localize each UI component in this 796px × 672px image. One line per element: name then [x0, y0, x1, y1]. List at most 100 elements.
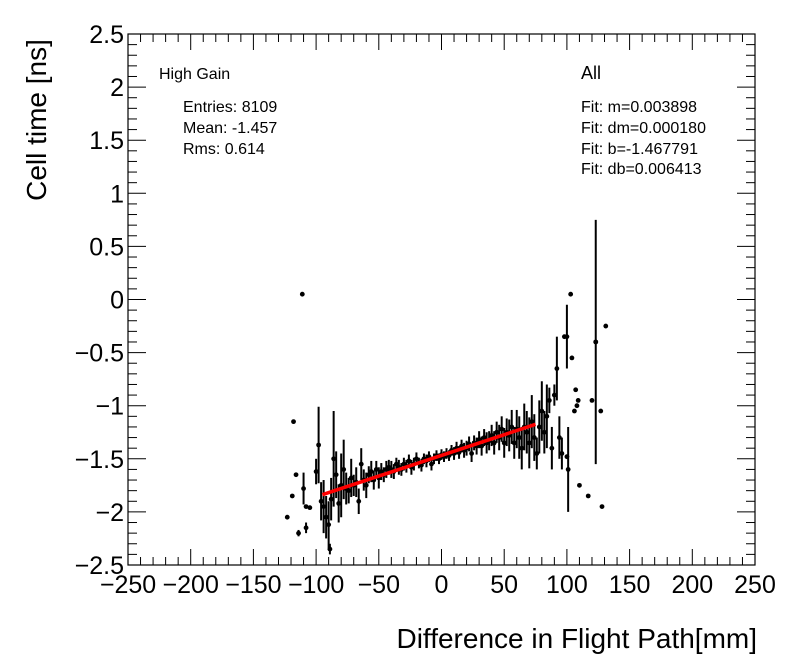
data-point	[549, 445, 555, 451]
fit-line	[321, 422, 537, 497]
x-tick-label: −250	[100, 571, 156, 599]
fit-b-label: Fit: b=-1.467791	[581, 141, 698, 158]
data-point	[564, 334, 570, 340]
data-point	[318, 498, 324, 504]
x-axis-title: Difference in Flight Path[mm]	[396, 623, 757, 654]
stats-rms: Rms: 0.614	[183, 141, 265, 158]
x-tick-label: 0	[435, 571, 449, 599]
x-tick-label: −100	[288, 571, 344, 599]
data-point	[577, 482, 582, 488]
data-point	[534, 451, 540, 456]
plot-frame	[127, 33, 756, 566]
data-point	[336, 501, 342, 506]
y-tick-label: −2	[95, 499, 124, 527]
y-tick-label: −0.5	[75, 340, 124, 368]
data-point	[574, 403, 580, 409]
data-point	[556, 435, 562, 440]
data-point	[494, 429, 500, 435]
y-axis-title: Cell time [ns]	[21, 39, 52, 201]
data-point	[373, 467, 379, 472]
data-point	[316, 442, 322, 448]
data-point	[575, 397, 581, 403]
data-point	[358, 461, 364, 467]
y-tick-label: 1.5	[89, 127, 124, 155]
data-point	[531, 435, 537, 440]
data-point	[331, 456, 337, 462]
data-point	[541, 429, 547, 435]
data-point	[341, 467, 347, 472]
data-point	[479, 443, 485, 449]
data-point	[289, 493, 295, 499]
data-point	[303, 504, 309, 509]
fit-db-label: Fit: db=0.006413	[581, 161, 702, 178]
data-point	[559, 451, 565, 456]
fit-layer	[321, 422, 537, 497]
data-point	[572, 408, 577, 414]
data-point	[569, 355, 575, 361]
ticks-layer	[127, 33, 756, 566]
data-point	[599, 504, 605, 509]
data-point	[303, 525, 309, 531]
data-point	[565, 467, 571, 472]
data-point	[363, 482, 369, 488]
data-point	[333, 472, 339, 478]
y-tick-label: −1.5	[75, 446, 124, 474]
data-point	[511, 440, 517, 446]
data-point	[501, 440, 507, 446]
data-point	[346, 488, 352, 494]
data-point	[529, 419, 535, 425]
data-point	[551, 392, 557, 398]
x-tick-label: 100	[546, 571, 588, 599]
data-point	[544, 413, 550, 419]
data-point	[429, 461, 434, 467]
data-point	[524, 429, 530, 435]
tick-labels-layer: −250 −200 −150 −100 −50 0 50 100 150 200 250 −2.5 −2…	[75, 21, 776, 599]
data-point	[284, 514, 290, 520]
data-point	[469, 451, 474, 456]
data-point	[593, 339, 599, 345]
stats-entries: Entries: 8109	[183, 99, 277, 116]
data-point	[519, 445, 525, 451]
data-point	[568, 291, 574, 297]
data-point	[491, 440, 497, 446]
data-point	[536, 424, 542, 430]
data-point	[368, 469, 374, 474]
data-point	[573, 387, 579, 393]
y-tick-label: −1	[95, 393, 124, 421]
data-point	[348, 475, 354, 481]
y-tick-label: 0	[110, 287, 124, 315]
data-point	[406, 458, 412, 464]
y-tick-label: 0.5	[89, 233, 124, 261]
y-tick-label: 2.5	[89, 21, 124, 49]
x-tick-label: −200	[163, 571, 219, 599]
data-point	[356, 498, 362, 504]
x-tick-label: −50	[358, 571, 400, 599]
data-point	[313, 469, 319, 474]
fit-dm-label: Fit: dm=0.000180	[581, 120, 706, 137]
data-point	[301, 486, 306, 491]
x-tick-label: 150	[609, 571, 651, 599]
data-point	[293, 472, 299, 478]
data-point	[598, 408, 604, 414]
data-point	[509, 424, 515, 430]
data-point	[481, 435, 487, 440]
data-point	[323, 514, 329, 520]
data-point	[307, 505, 313, 511]
fit-m-label: Fit: m=0.003898	[581, 99, 697, 116]
y-tick-label: −2.5	[75, 552, 124, 580]
data-point	[296, 530, 301, 536]
x-tick-label: −150	[225, 571, 281, 599]
y-tick-label: 2	[110, 74, 124, 102]
data-point	[516, 435, 522, 440]
data-point	[321, 504, 327, 509]
x-tick-label: 200	[671, 571, 713, 599]
x-tick-label: 250	[734, 571, 776, 599]
data-point	[326, 522, 332, 528]
data-point	[539, 408, 545, 414]
data-point	[554, 366, 560, 371]
x-tick-label: 50	[490, 571, 518, 599]
data-point	[546, 397, 552, 403]
fit-title: All	[581, 63, 601, 83]
